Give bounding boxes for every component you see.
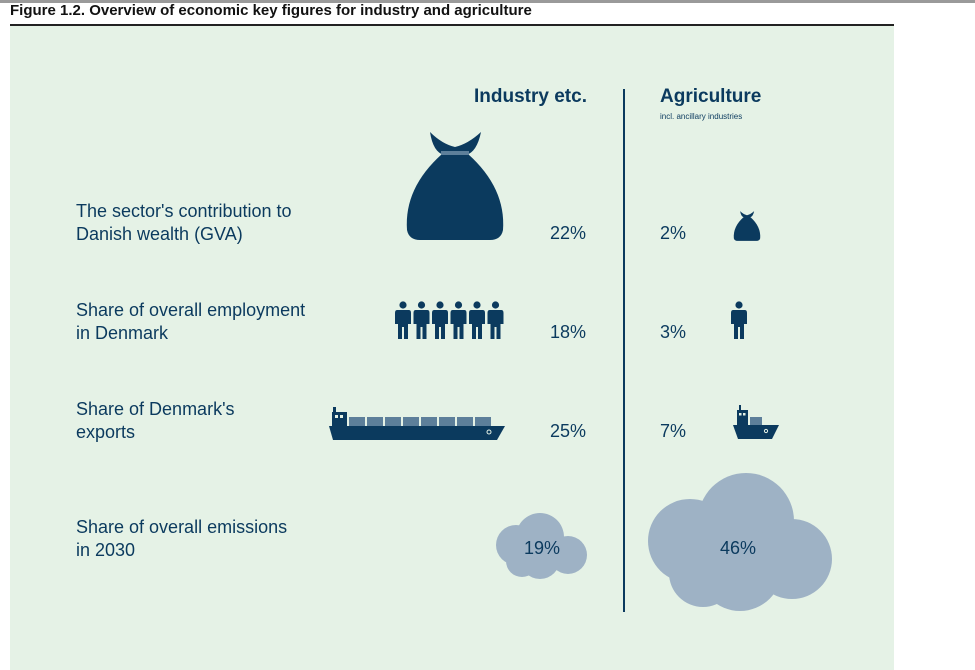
industry-emissions-value: 19% — [524, 538, 561, 558]
cargo-ship-icon — [733, 405, 779, 439]
row-label-line: Danish wealth (GVA) — [76, 224, 243, 244]
agriculture-exports-value: 7% — [660, 421, 687, 441]
row-label-line: exports — [76, 422, 136, 442]
row-label-emissions: Share of overall emissions in 2030 — [76, 516, 336, 562]
row-label-line: Share of overall emissions — [76, 517, 288, 537]
row-label-line: in 2030 — [76, 540, 136, 560]
agriculture-column-header: Agriculture — [660, 86, 762, 107]
person-icon — [450, 301, 467, 339]
person-icon — [432, 301, 448, 339]
column-divider — [623, 89, 625, 612]
person-icon — [413, 301, 430, 339]
people-group-icon — [395, 301, 504, 339]
title-rule — [10, 24, 894, 26]
cloud-icon — [496, 513, 587, 579]
row-label-line: in Denmark — [76, 323, 169, 343]
row-label-line: Share of Denmark's — [76, 399, 235, 419]
agriculture-gva-value: 2% — [660, 223, 687, 243]
industry-exports-value: 25% — [550, 421, 587, 441]
person-icon — [487, 301, 504, 339]
agriculture-employment-value: 3% — [660, 322, 687, 342]
cargo-ship-icon — [329, 407, 505, 440]
agriculture-emissions-value: 46% — [720, 538, 757, 558]
row-label-line: The sector's contribution to — [76, 201, 292, 221]
industry-gva-value: 22% — [550, 223, 587, 243]
row-label-gva: The sector's contribution to Danish weal… — [76, 200, 336, 246]
money-bag-icon — [406, 132, 504, 240]
industry-column-header: Industry etc. — [474, 86, 587, 107]
row-label-employment: Share of overall employment in Denmark — [76, 299, 336, 345]
cloud-icon — [648, 473, 832, 611]
agriculture-column-subheader: incl. ancillary industries — [660, 112, 743, 121]
row-label-line: Share of overall employment — [76, 300, 306, 320]
person-icon — [469, 301, 485, 339]
person-icon — [731, 301, 747, 339]
money-bag-icon — [733, 211, 761, 241]
row-label-exports: Share of Denmark's exports — [76, 398, 336, 444]
person-icon — [395, 301, 411, 339]
industry-employment-value: 18% — [550, 322, 587, 342]
figure-title: Figure 1.2. Overview of economic key fig… — [10, 2, 532, 19]
top-border — [0, 0, 975, 3]
